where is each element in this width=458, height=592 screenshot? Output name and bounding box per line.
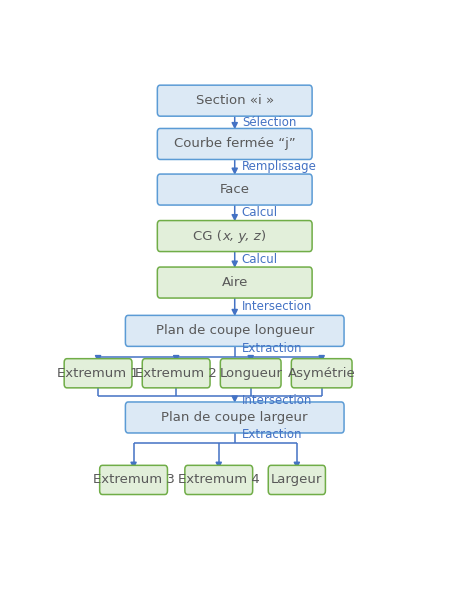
Text: Calcul: Calcul bbox=[242, 253, 278, 266]
FancyBboxPatch shape bbox=[158, 267, 312, 298]
Text: Longueur: Longueur bbox=[219, 367, 282, 379]
Text: Extremum 3: Extremum 3 bbox=[93, 474, 174, 487]
Text: Aire: Aire bbox=[222, 276, 248, 289]
Text: Extremum 1: Extremum 1 bbox=[57, 367, 139, 379]
Text: Intersection: Intersection bbox=[242, 300, 312, 313]
FancyBboxPatch shape bbox=[125, 316, 344, 346]
FancyBboxPatch shape bbox=[291, 359, 352, 388]
FancyBboxPatch shape bbox=[158, 85, 312, 116]
Text: Extraction: Extraction bbox=[242, 342, 302, 355]
Text: Plan de coupe largeur: Plan de coupe largeur bbox=[162, 411, 308, 424]
Text: Face: Face bbox=[220, 183, 250, 196]
FancyBboxPatch shape bbox=[142, 359, 210, 388]
FancyBboxPatch shape bbox=[185, 465, 253, 494]
Text: Remplissage: Remplissage bbox=[242, 160, 316, 173]
Text: Section «i »: Section «i » bbox=[196, 94, 274, 107]
Text: Extremum 2: Extremum 2 bbox=[135, 367, 217, 379]
FancyBboxPatch shape bbox=[100, 465, 168, 494]
Text: Plan de coupe longueur: Plan de coupe longueur bbox=[156, 324, 314, 337]
FancyBboxPatch shape bbox=[125, 402, 344, 433]
FancyBboxPatch shape bbox=[158, 128, 312, 159]
Text: x, y, z: x, y, z bbox=[222, 230, 261, 243]
Text: Sélection: Sélection bbox=[242, 116, 296, 129]
FancyBboxPatch shape bbox=[64, 359, 132, 388]
FancyBboxPatch shape bbox=[220, 359, 281, 388]
Text: CG (: CG ( bbox=[193, 230, 222, 243]
Text: Intersection: Intersection bbox=[242, 394, 312, 407]
Text: ): ) bbox=[262, 230, 267, 243]
FancyBboxPatch shape bbox=[158, 221, 312, 252]
Text: Largeur: Largeur bbox=[271, 474, 322, 487]
Text: Courbe fermée “j”: Courbe fermée “j” bbox=[174, 137, 295, 150]
Text: Calcul: Calcul bbox=[242, 206, 278, 219]
FancyBboxPatch shape bbox=[158, 174, 312, 205]
Text: Extremum 4: Extremum 4 bbox=[178, 474, 260, 487]
Text: Asymétrie: Asymétrie bbox=[288, 367, 355, 379]
FancyBboxPatch shape bbox=[268, 465, 326, 494]
Text: Extraction: Extraction bbox=[242, 428, 302, 441]
